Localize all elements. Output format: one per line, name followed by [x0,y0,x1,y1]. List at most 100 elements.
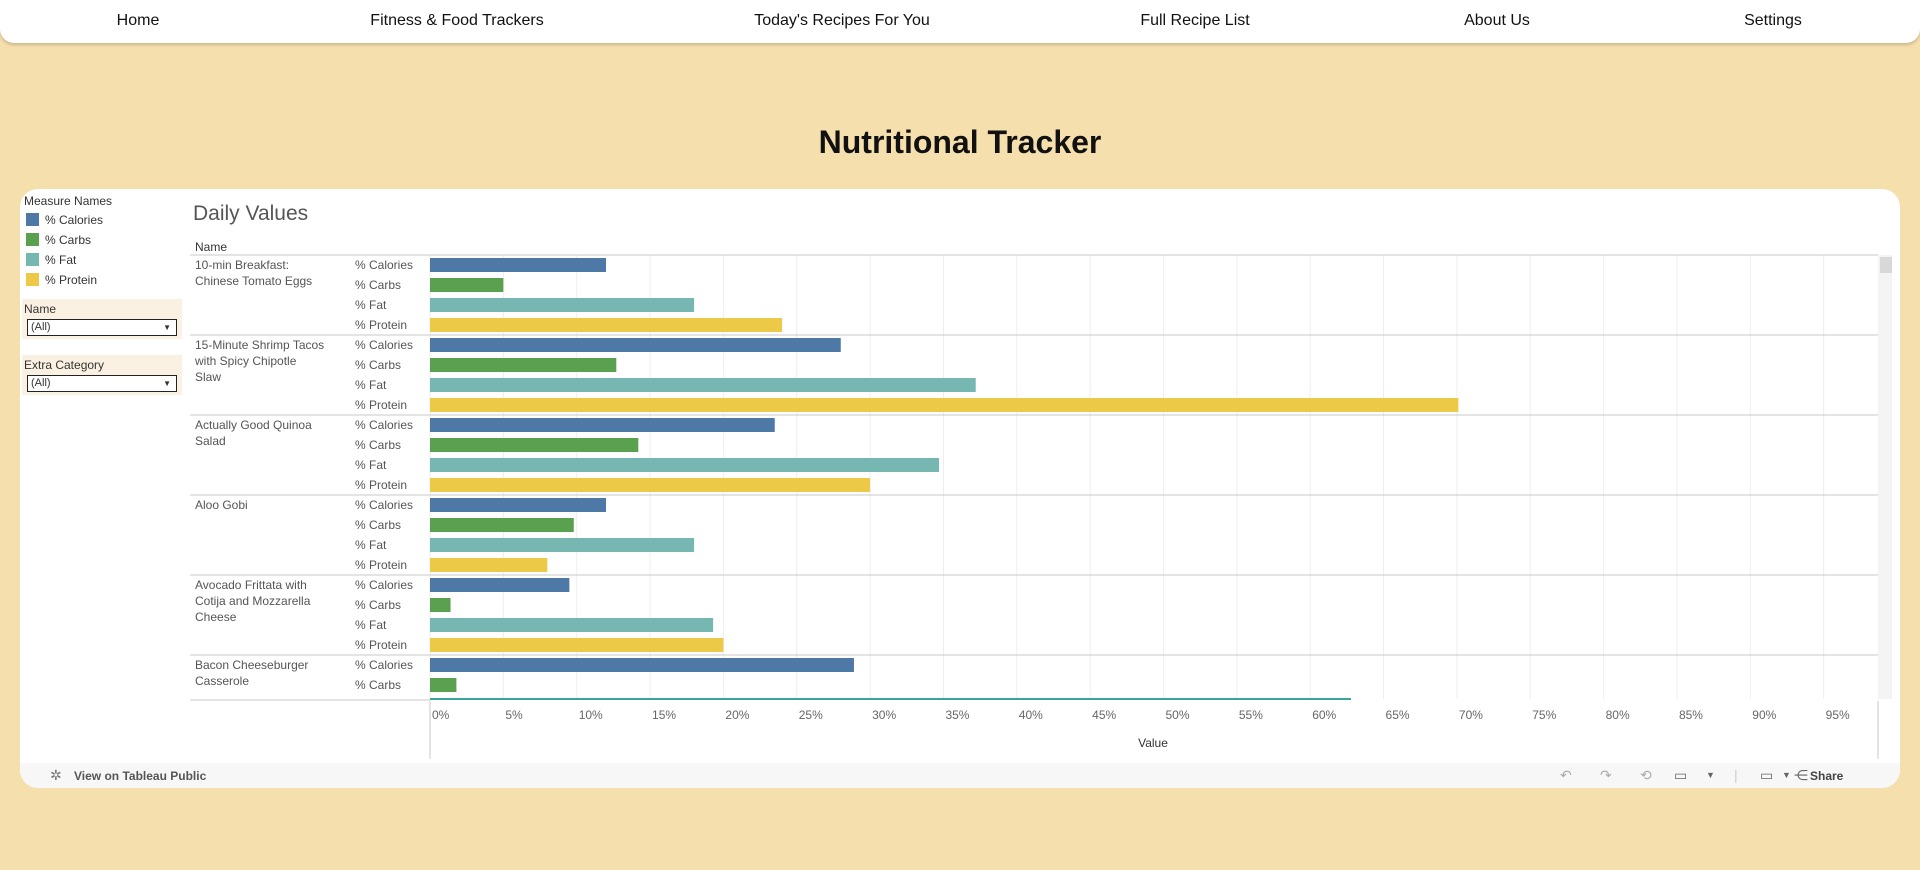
nav-link-about-us[interactable]: About Us [1464,12,1530,30]
bar[interactable] [430,318,782,332]
x-tick-label: 0% [432,708,450,722]
device-preview-icon[interactable]: ▭ [1760,767,1773,784]
nav-link-home[interactable]: Home [117,12,160,30]
bar[interactable] [430,378,976,392]
tableau-logo-icon: ✲ [50,767,62,784]
measure-label: % Calories [355,498,413,512]
measure-label: % Fat [355,298,387,312]
group-label: Avocado Frittata with [195,578,307,592]
x-tick-label: 75% [1532,708,1556,722]
x-tick-label: 45% [1092,708,1116,722]
group-label: Cheese [195,610,237,624]
redo-icon[interactable]: ↷ [1600,767,1612,784]
x-tick-label: 10% [579,708,603,722]
view-on-tableau-public-link[interactable]: View on Tableau Public [74,769,206,783]
measure-label: % Carbs [355,598,401,612]
x-tick-label: 35% [945,708,969,722]
share-button[interactable]: Share [1810,769,1843,783]
measure-label: % Calories [355,658,413,672]
nav-link-todays-recipes[interactable]: Today's Recipes For You [754,12,930,30]
measure-label: % Fat [355,458,387,472]
bar[interactable] [430,338,841,352]
daily-values-chart: Name 10-min Breakfast: Chinese Tomato Eggs… [20,189,1900,763]
toolbar-divider: | [1734,767,1738,783]
group-label: Salad [195,434,226,448]
group-label: 10-min Breakfast: [195,258,289,272]
bar[interactable] [430,458,939,472]
bar[interactable] [430,518,574,532]
bar[interactable] [430,398,1458,412]
bar[interactable] [430,358,616,372]
x-tick-label: 30% [872,708,896,722]
bar[interactable] [430,678,456,692]
measure-label: % Carbs [355,438,401,452]
top-navigation: Home Fitness & Food Trackers Today's Rec… [0,0,1920,43]
bar[interactable] [430,538,694,552]
group-label: Casserole [195,674,249,688]
nav-link-full-recipe-list[interactable]: Full Recipe List [1140,12,1249,30]
x-tick-label: 25% [799,708,823,722]
group-label: Aloo Gobi [195,498,248,512]
group-label: with Spicy Chipotle [194,354,297,368]
x-tick-label: 55% [1239,708,1263,722]
group-label: Cotija and Mozzarella [195,594,311,608]
bar[interactable] [430,298,694,312]
measure-label: % Protein [355,638,407,652]
bar[interactable] [430,498,606,512]
measure-label: % Fat [355,618,387,632]
x-tick-label: 40% [1019,708,1043,722]
bar[interactable] [430,258,606,272]
measure-label: % Fat [355,378,387,392]
scrollbar-thumb[interactable] [1880,257,1892,273]
group-label: 15-Minute Shrimp Tacos [195,338,324,352]
row-header-name: Name [195,240,227,254]
measure-label: % Carbs [355,278,401,292]
measure-label: % Protein [355,558,407,572]
bar[interactable] [430,658,854,672]
bar[interactable] [430,438,638,452]
chevron-down-icon[interactable]: ▼ [1706,770,1715,780]
measure-label: % Carbs [355,678,401,692]
measure-label: % Calories [355,258,413,272]
x-axis-label: Value [1138,736,1168,750]
revert-icon[interactable]: ⟲ [1640,767,1652,784]
measure-label: % Protein [355,318,407,332]
measure-label: % Protein [355,398,407,412]
bar[interactable] [430,478,870,492]
group-label: Bacon Cheeseburger [195,658,308,672]
bar[interactable] [430,558,547,572]
tableau-embed-panel: Measure Names % Calories % Carbs % Fat %… [20,189,1900,788]
x-tick-label: 50% [1166,708,1190,722]
bar[interactable] [430,638,723,652]
x-tick-label: 70% [1459,708,1483,722]
share-icon[interactable]: ⋲ [1794,767,1808,784]
measure-label: % Calories [355,578,413,592]
bar[interactable] [430,418,775,432]
bar[interactable] [430,598,451,612]
group-label: Chinese Tomato Eggs [195,274,312,288]
bar[interactable] [430,618,713,632]
bar[interactable] [430,578,569,592]
x-tick-label: 95% [1826,708,1850,722]
undo-icon[interactable]: ↶ [1560,767,1572,784]
chevron-down-icon[interactable]: ▼ [1782,770,1791,780]
x-tick-label: 65% [1386,708,1410,722]
pause-updates-icon[interactable]: ▭ [1674,767,1687,784]
nav-link-settings[interactable]: Settings [1744,12,1802,30]
measure-label: % Protein [355,478,407,492]
x-tick-label: 90% [1752,708,1776,722]
bar[interactable] [430,278,503,292]
x-tick-label: 80% [1606,708,1630,722]
nav-link-fitness-food-trackers[interactable]: Fitness & Food Trackers [370,12,543,30]
measure-label: % Fat [355,538,387,552]
x-tick-label: 15% [652,708,676,722]
page-title: Nutritional Tracker [0,124,1920,161]
measure-label: % Carbs [355,518,401,532]
scrollbar-track [1878,255,1892,699]
measure-label: % Calories [355,418,413,432]
x-tick-label: 85% [1679,708,1703,722]
x-tick-label: 60% [1312,708,1336,722]
tableau-toolbar: ✲ View on Tableau Public ↶ ↷ ⟲ ▭ ▼ | ▭ ▼… [20,763,1900,788]
measure-label: % Calories [355,338,413,352]
x-tick-label: 20% [725,708,749,722]
